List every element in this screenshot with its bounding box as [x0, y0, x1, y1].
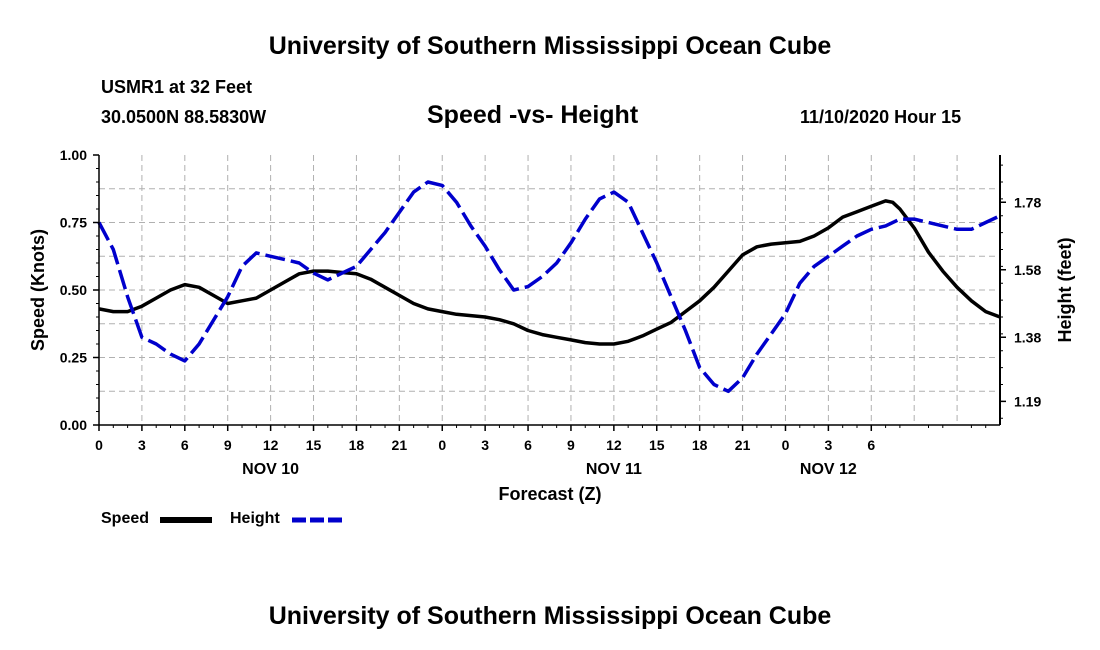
- chart-subtitle: Speed -vs- Height: [427, 101, 639, 129]
- x-tick-label: 6: [524, 437, 532, 453]
- x-tick-label: 21: [392, 437, 408, 453]
- x-tick-label: 3: [138, 437, 146, 453]
- x-tick-label: 6: [867, 437, 875, 453]
- grid: [99, 155, 1000, 425]
- x-tick-label: 3: [481, 437, 489, 453]
- x-tick-label: 18: [349, 437, 365, 453]
- legend-speed-label: Speed: [101, 510, 150, 527]
- legend-height-label: Height: [230, 510, 280, 527]
- y2-tick-label: 1.58: [1014, 262, 1041, 278]
- y-axis-label: Speed (Knots): [28, 229, 48, 351]
- x-tick-label: 0: [438, 437, 446, 453]
- x-tick-label: 9: [224, 437, 232, 453]
- y-tick-label: 0.50: [60, 282, 87, 298]
- y2-tick-label: 1.78: [1014, 194, 1041, 210]
- y-tick-label: 1.00: [60, 147, 87, 163]
- location-label: 30.0500N 88.5830W: [101, 107, 267, 127]
- x-axis-label: Forecast (Z): [498, 484, 601, 504]
- x-tick-label: 15: [306, 437, 322, 453]
- station-label: USMR1 at 32 Feet: [101, 77, 253, 97]
- x-tick-label: 15: [649, 437, 665, 453]
- footer-title: University of Southern Mississippi Ocean…: [268, 602, 832, 630]
- axes: 0.00 0.25 0.50 0.75 1.00 1.19 1.38 1.58 1.78 0 3 6 9…: [60, 147, 1042, 478]
- day-label: NOV 12: [800, 461, 857, 478]
- x-tick-label: 0: [95, 437, 103, 453]
- x-tick-label: 18: [692, 437, 708, 453]
- page-title: University of Southern Mississippi Ocean…: [268, 32, 832, 60]
- y2-tick-label: 1.38: [1014, 329, 1041, 345]
- series-layer: [97, 180, 1001, 394]
- date-label: 11/10/2020 Hour 15: [800, 107, 962, 127]
- y-tick-label: 0.00: [60, 417, 87, 433]
- y2-axis-label: Height (feet): [1055, 238, 1075, 343]
- y-tick-label: 0.75: [60, 215, 87, 231]
- legend-height-swatch: [292, 517, 342, 523]
- series-height-line: [97, 180, 1001, 394]
- x-tick-label: 12: [606, 437, 622, 453]
- day-label: NOV 11: [586, 461, 642, 478]
- y2-tick-label: 1.19: [1014, 393, 1041, 409]
- x-tick-label: 21: [735, 437, 751, 453]
- legend-speed-swatch: [160, 517, 212, 523]
- series-speed-line: [98, 199, 1001, 346]
- x-tick-label: 0: [782, 437, 790, 453]
- x-tick-label: 9: [567, 437, 575, 453]
- day-label: NOV 10: [242, 461, 299, 478]
- x-tick-label: 6: [181, 437, 189, 453]
- x-tick-label: 3: [824, 437, 832, 453]
- y-tick-label: 0.25: [60, 350, 87, 366]
- axis-labels: Forecast (Z) Speed (Knots) Height (feet): [28, 229, 1075, 504]
- x-tick-label: 12: [263, 437, 279, 453]
